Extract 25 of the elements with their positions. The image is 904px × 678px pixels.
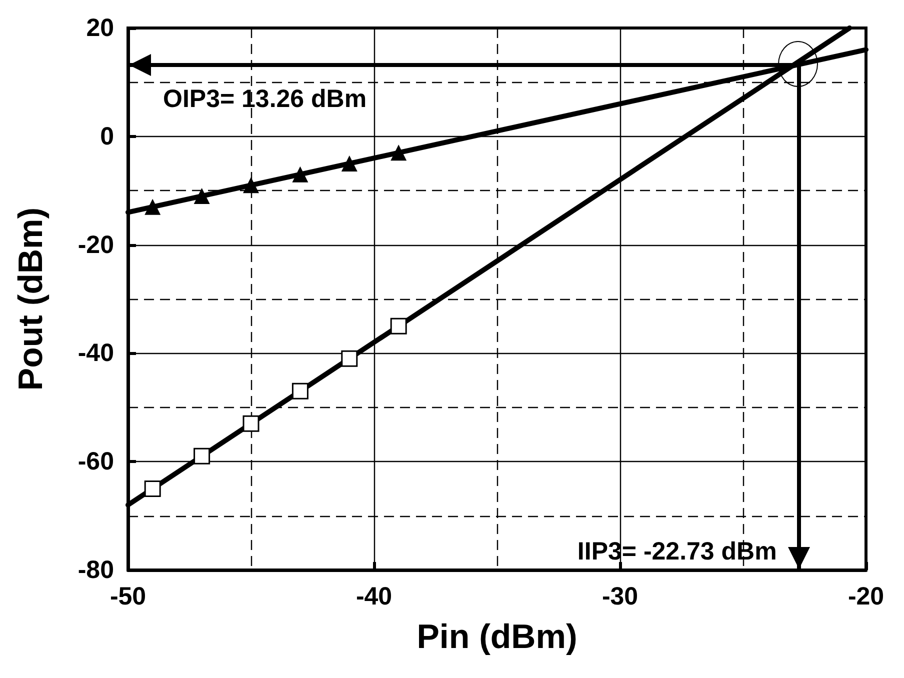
point	[292, 382, 308, 400]
y-tick-label: -40	[78, 339, 114, 368]
x-tick-label: -40	[356, 582, 392, 610]
point	[390, 318, 407, 334]
point	[144, 480, 161, 497]
x-tick-label: -30	[602, 582, 638, 610]
point	[242, 415, 260, 432]
x-tick-label: -50	[110, 582, 146, 610]
point	[243, 177, 259, 194]
point	[390, 144, 407, 161]
x-tick-label: -20	[848, 582, 884, 610]
point	[194, 188, 210, 204]
point	[144, 198, 161, 215]
point	[194, 448, 210, 464]
point	[341, 156, 358, 172]
point	[292, 166, 308, 182]
y-tick-label: 0	[100, 122, 114, 150]
ref-line-label: OIP3= 13.26 dBm	[163, 85, 367, 114]
x-axis-title: Pin (dBm)	[416, 618, 578, 656]
y-tick-label: -80	[78, 556, 114, 584]
y-axis-title: Pout (dBm)	[12, 207, 50, 391]
y-tick-label: -60	[78, 448, 114, 476]
point	[341, 350, 358, 367]
y-tick-label: 20	[86, 14, 114, 42]
y-tick-label: -20	[78, 230, 114, 259]
